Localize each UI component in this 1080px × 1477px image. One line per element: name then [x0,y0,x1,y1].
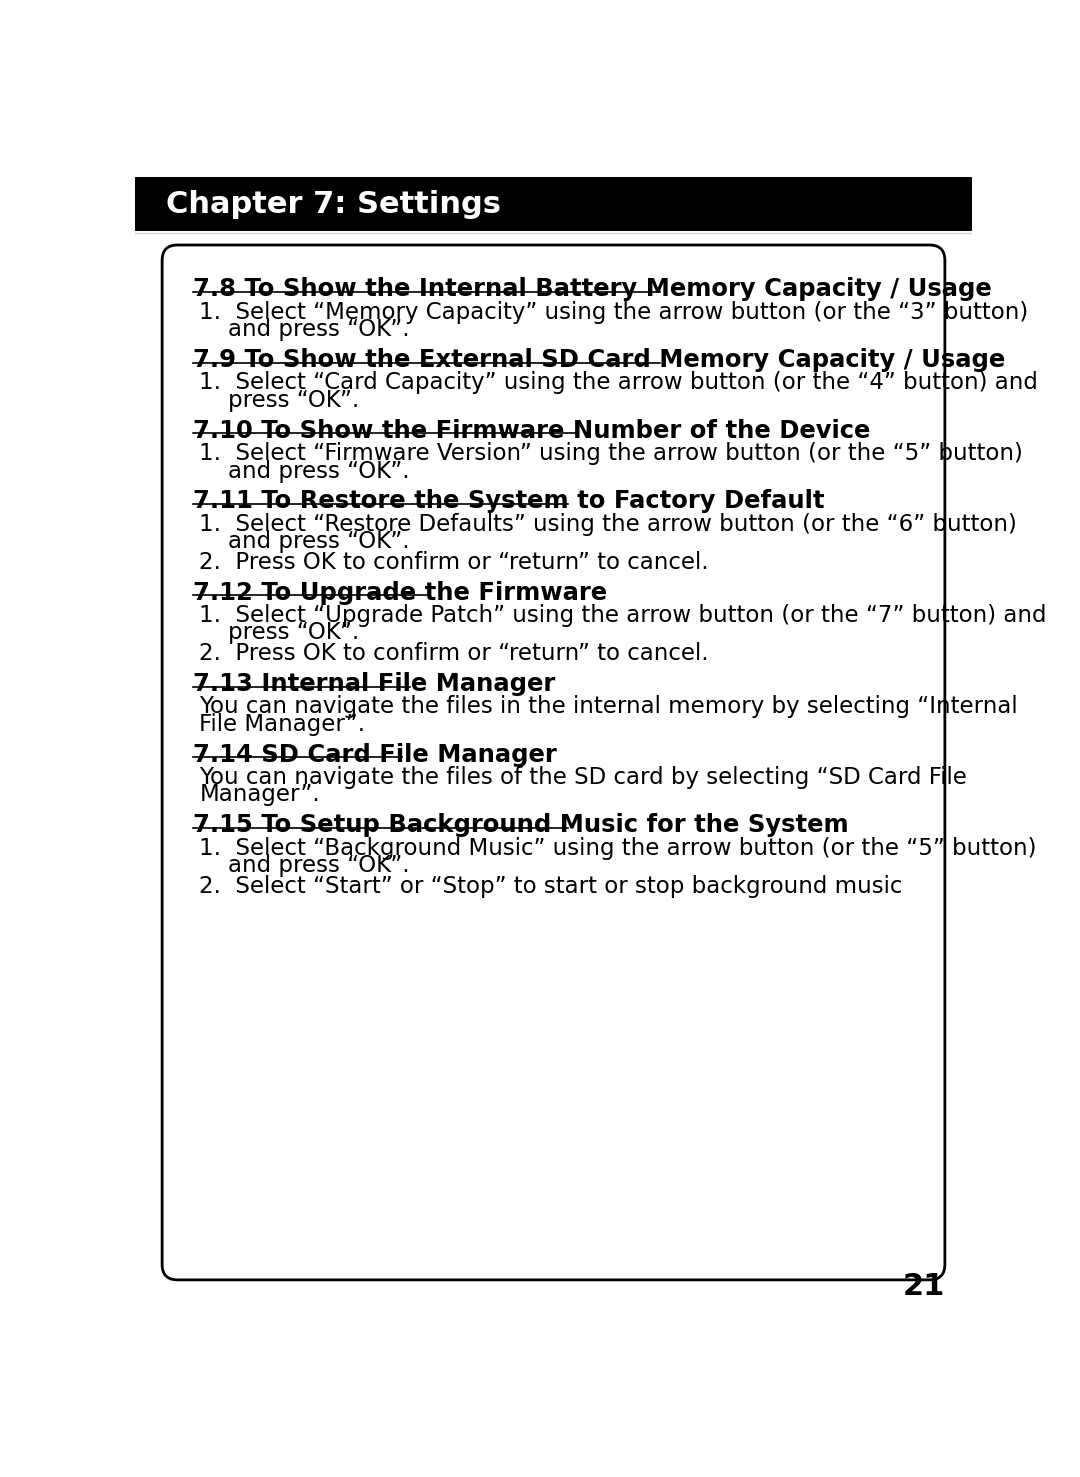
Text: 1.  Select “Card Capacity” using the arrow button (or the “4” button) and: 1. Select “Card Capacity” using the arro… [200,371,1038,394]
Text: 7.12 To Upgrade the Firmware: 7.12 To Upgrade the Firmware [193,580,607,604]
Text: 1.  Select “Background Music” using the arrow button (or the “5” button): 1. Select “Background Music” using the a… [200,836,1037,860]
Text: You can navigate the files in the internal memory by selecting “Internal: You can navigate the files in the intern… [200,696,1018,718]
Text: and press “OK”.: and press “OK”. [200,530,410,554]
Text: 21: 21 [903,1273,945,1301]
Text: and press “OK”.: and press “OK”. [200,459,410,483]
Text: 7.13 Internal File Manager: 7.13 Internal File Manager [193,672,555,696]
Text: You can navigate the files of the SD card by selecting “SD Card File: You can navigate the files of the SD car… [200,767,968,789]
Text: 1.  Select “Firmware Version” using the arrow button (or the “5” button): 1. Select “Firmware Version” using the a… [200,442,1023,465]
Text: 7.10 To Show the Firmware Number of the Device: 7.10 To Show the Firmware Number of the … [193,418,870,443]
Text: Manager”.: Manager”. [200,783,320,806]
Text: and press “OK”.: and press “OK”. [200,318,410,341]
Text: and press “OK”.: and press “OK”. [200,854,410,877]
Text: 2.  Press OK to confirm or “return” to cancel.: 2. Press OK to confirm or “return” to ca… [200,642,708,665]
Text: File Manager”.: File Manager”. [200,713,365,736]
Text: 7.15 To Setup Background Music for the System: 7.15 To Setup Background Music for the S… [193,814,849,837]
Text: Chapter 7: Settings: Chapter 7: Settings [166,189,501,219]
Text: 7.14 SD Card File Manager: 7.14 SD Card File Manager [193,743,557,767]
Text: press “OK”.: press “OK”. [200,388,360,412]
Text: 2.  Select “Start” or “Stop” to start or stop background music: 2. Select “Start” or “Stop” to start or … [200,874,903,898]
Text: 2.  Press OK to confirm or “return” to cancel.: 2. Press OK to confirm or “return” to ca… [200,551,708,573]
Text: 1.  Select “Memory Capacity” using the arrow button (or the “3” button): 1. Select “Memory Capacity” using the ar… [200,301,1028,323]
Text: 7.8 To Show the Internal Battery Memory Capacity / Usage: 7.8 To Show the Internal Battery Memory … [193,278,991,301]
Text: 1.  Select “Upgrade Patch” using the arrow button (or the “7” button) and: 1. Select “Upgrade Patch” using the arro… [200,604,1047,626]
FancyBboxPatch shape [162,245,945,1281]
Bar [135,177,972,230]
Text: 7.9 To Show the External SD Card Memory Capacity / Usage: 7.9 To Show the External SD Card Memory … [193,349,1005,372]
Text: 7.11 To Restore the System to Factory Default: 7.11 To Restore the System to Factory De… [193,489,825,514]
Text: press “OK”.: press “OK”. [200,622,360,644]
Text: 1.  Select “Restore Defaults” using the arrow button (or the “6” button): 1. Select “Restore Defaults” using the a… [200,513,1017,536]
